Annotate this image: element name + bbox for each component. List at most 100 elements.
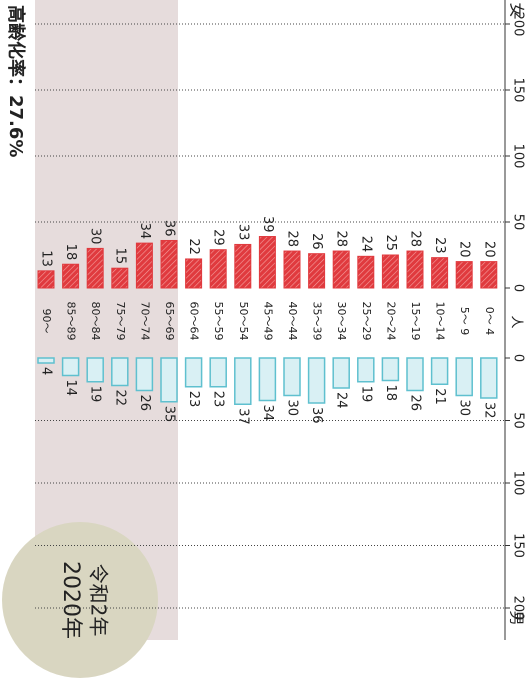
legend-label: 女 — [508, 2, 526, 17]
category-label: 30～34 — [335, 302, 348, 341]
data-label: 29 — [211, 229, 226, 246]
data-label: 30 — [285, 400, 300, 417]
unit-label: 人 — [509, 315, 524, 328]
data-label: 30 — [457, 400, 472, 417]
data-label: 18 — [383, 385, 398, 402]
data-label: 21 — [432, 388, 447, 405]
category-label: 20～24 — [384, 302, 397, 341]
bar — [37, 357, 55, 364]
bar — [185, 258, 203, 289]
data-label: 36 — [309, 407, 324, 424]
bar — [480, 261, 498, 289]
tick-label: 50 — [511, 214, 526, 231]
category-label: 0～ 4 — [483, 307, 496, 336]
tick-label: 50 — [511, 412, 526, 429]
bar — [455, 261, 473, 289]
data-label: 34 — [260, 405, 275, 422]
bar — [111, 267, 129, 289]
category-label: 45～49 — [261, 302, 274, 341]
category-label: 15～19 — [409, 302, 422, 341]
tick-label: 0 — [511, 354, 526, 362]
tick-label: 100 — [511, 471, 526, 496]
data-label: 22 — [112, 390, 127, 407]
year: 2020年 — [58, 561, 83, 639]
category-label: 25～29 — [360, 302, 373, 341]
bar — [160, 357, 178, 403]
data-label: 23 — [432, 237, 447, 254]
data-label: 20 — [481, 241, 496, 258]
category-label: 65～69 — [163, 302, 176, 341]
category-label: 5～ 9 — [458, 307, 471, 336]
data-label: 35 — [162, 406, 177, 423]
bar — [258, 236, 276, 289]
chart-title: 高齢化率：27.6% — [5, 5, 27, 157]
category-label: 75～79 — [114, 302, 127, 341]
data-label: 36 — [162, 220, 177, 237]
data-label: 26 — [408, 395, 423, 412]
category-label: 60～64 — [188, 302, 201, 341]
bar — [455, 357, 473, 397]
bar — [258, 357, 277, 402]
year-badge — [2, 522, 158, 678]
data-label: 26 — [309, 233, 324, 250]
bar — [135, 357, 154, 392]
data-label: 32 — [481, 402, 496, 419]
data-label: 20 — [457, 241, 472, 258]
data-label: 28 — [334, 230, 349, 247]
category-label: 85～89 — [65, 302, 78, 341]
bar — [135, 242, 153, 289]
bar — [381, 254, 399, 289]
data-label: 22 — [186, 238, 201, 255]
bar — [332, 357, 350, 389]
era: 令和2年 — [87, 564, 111, 637]
data-label: 34 — [137, 223, 152, 240]
legend-label: 男 — [508, 610, 526, 625]
data-label: 4 — [39, 367, 54, 375]
bar — [160, 239, 178, 289]
tick-label: 150 — [511, 78, 526, 103]
data-label: 28 — [408, 230, 423, 247]
bar — [111, 357, 129, 387]
data-label: 37 — [235, 408, 250, 425]
bar — [234, 357, 252, 405]
data-label: 15 — [112, 248, 127, 265]
bar — [61, 357, 80, 377]
bar — [184, 357, 203, 388]
bar — [308, 253, 326, 289]
data-label: 33 — [235, 224, 250, 241]
bar — [62, 263, 80, 289]
bar — [406, 357, 424, 392]
tick-label: 200 — [511, 12, 526, 37]
bar — [283, 250, 301, 289]
category-label: 40～44 — [286, 302, 299, 341]
category-label: 70～74 — [138, 302, 151, 341]
data-label: 30 — [88, 228, 103, 245]
bar — [357, 255, 375, 289]
data-label: 24 — [358, 236, 373, 253]
category-label: 50～54 — [237, 302, 250, 341]
bar — [431, 257, 449, 289]
data-label: 39 — [260, 216, 275, 233]
data-label: 28 — [285, 230, 300, 247]
data-label: 18 — [63, 244, 78, 261]
data-label: 19 — [358, 386, 373, 403]
bar — [381, 357, 400, 382]
bar — [209, 357, 227, 388]
bar — [307, 357, 326, 404]
bar — [332, 250, 350, 289]
category-label: 90～ — [40, 309, 53, 334]
bar — [86, 357, 104, 383]
data-label: 25 — [383, 234, 398, 251]
data-label: 26 — [137, 395, 152, 412]
data-label: 23 — [186, 391, 201, 408]
tick-label: 200 — [511, 596, 526, 621]
tick-label: 150 — [511, 533, 526, 558]
category-label: 10～14 — [434, 302, 447, 341]
tick-label: 0 — [511, 284, 526, 292]
data-label: 19 — [88, 386, 103, 403]
bar — [234, 243, 252, 289]
data-label: 23 — [211, 391, 226, 408]
bar — [86, 247, 104, 289]
data-label: 24 — [334, 392, 349, 409]
